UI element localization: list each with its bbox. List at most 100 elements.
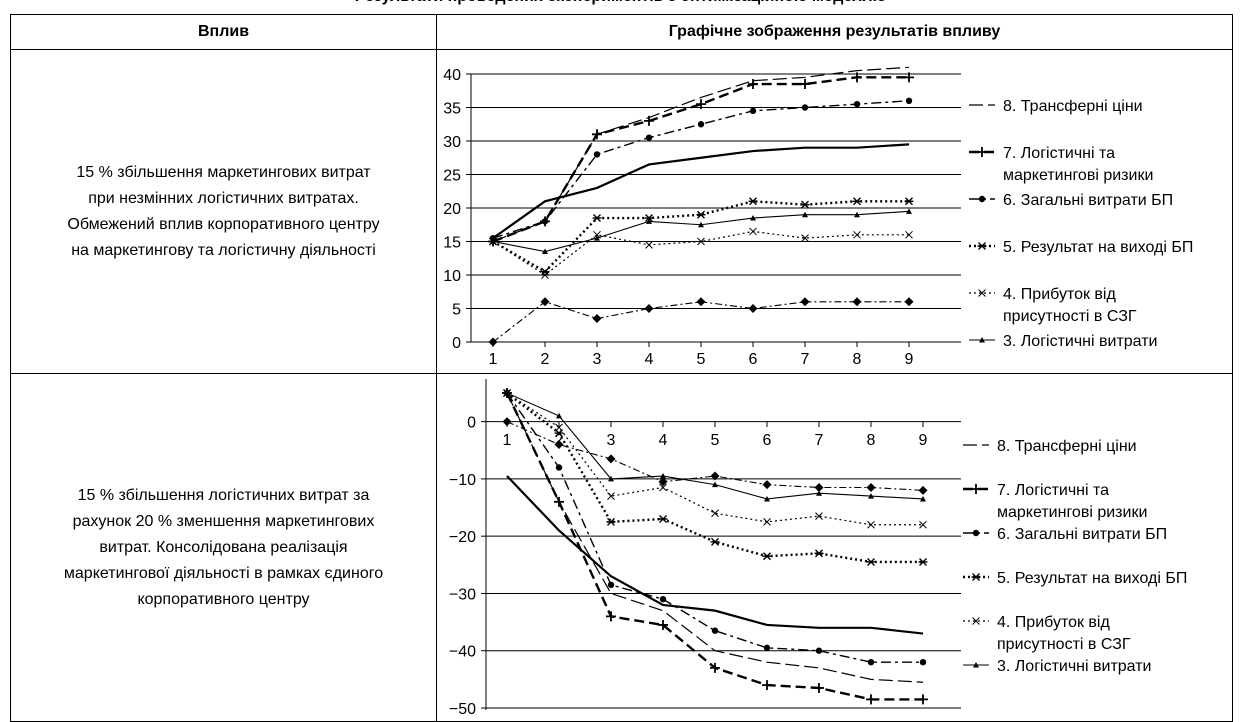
- series-marker: [592, 214, 602, 223]
- y-tick-label: 35: [443, 101, 461, 118]
- impact-line: Обмежений вплив корпоративного центру: [67, 215, 380, 233]
- series-marker: [977, 147, 987, 157]
- series-marker: [918, 557, 928, 566]
- legend-label: 5. Результат на виході БП: [997, 570, 1187, 587]
- chart-2: 0−10−20−30−40−501234567898. Трансферні ц…: [449, 379, 1187, 718]
- series-marker: [712, 481, 718, 488]
- series-marker: [763, 644, 771, 652]
- x-tick-label: 2: [541, 351, 550, 368]
- x-tick-label: 8: [853, 351, 862, 368]
- legend-label: 8. Трансферні ціни: [997, 438, 1137, 455]
- series-marker: [979, 337, 985, 343]
- series-marker: [814, 483, 824, 492]
- series-marker: [592, 314, 602, 324]
- series-marker: [814, 549, 824, 558]
- series-marker: [658, 619, 668, 630]
- y-tick-label: −30: [449, 586, 476, 603]
- legend-label: 3. Логістичні витрати: [997, 658, 1152, 675]
- series-marker: [606, 611, 616, 622]
- series-marker: [750, 215, 756, 221]
- series-marker: [556, 412, 562, 419]
- series-marker: [555, 423, 563, 432]
- series-marker: [710, 662, 720, 673]
- series-marker: [800, 297, 810, 307]
- series-marker: [646, 218, 652, 224]
- header-graph: Графічне зображення результатів впливу: [436, 14, 1233, 50]
- series-marker: [904, 297, 914, 307]
- impact-cell-2: 15 % збільшення логістичних витрат за ра…: [10, 373, 437, 722]
- y-tick-label: −50: [449, 701, 476, 718]
- header-impact: Вплив: [10, 14, 437, 50]
- series-marker: [866, 694, 876, 705]
- series-marker: [504, 390, 510, 396]
- x-tick-label: 9: [919, 432, 928, 449]
- series-marker: [814, 682, 824, 693]
- y-tick-label: 5: [452, 302, 461, 319]
- legend-label: 6. Загальні витрати БП: [1003, 192, 1173, 209]
- series-marker: [660, 473, 666, 479]
- series-marker: [659, 595, 667, 603]
- series-marker: [762, 480, 772, 490]
- series-line: [492, 76, 909, 243]
- series-marker: [802, 211, 808, 218]
- impact-line: 15 % збільшення логістичних витрат за: [77, 486, 370, 504]
- series-line: [506, 392, 923, 663]
- series-marker: [853, 230, 861, 239]
- impact-line: 15 % збільшення маркетингових витрат: [76, 163, 371, 181]
- x-tick-label: 4: [645, 351, 654, 368]
- series-marker: [711, 627, 719, 634]
- legend-label: 5. Результат на виході БП: [1003, 239, 1193, 256]
- series-marker: [977, 242, 987, 250]
- series-marker: [866, 483, 876, 492]
- impact-line: витрат. Консолідована реалізація: [99, 538, 348, 556]
- y-tick-label: −20: [449, 529, 476, 546]
- series-marker: [868, 493, 874, 499]
- y-tick-label: 30: [443, 134, 461, 151]
- series-marker: [852, 297, 862, 307]
- legend-label: маркетингові ризики: [997, 504, 1147, 521]
- results-table: Вплив Графічне зображення результатів вп…: [10, 14, 1233, 722]
- series-marker: [972, 617, 980, 625]
- series-marker: [608, 475, 614, 482]
- series-marker: [815, 512, 823, 520]
- series-marker: [644, 115, 654, 126]
- legend-label: 3. Логістичні витрати: [1003, 333, 1158, 350]
- series-marker: [800, 200, 810, 209]
- legend-label: 4. Прибуток від: [1003, 286, 1116, 303]
- x-tick-label: 3: [593, 351, 602, 368]
- series-marker: [918, 485, 928, 495]
- series-marker: [644, 304, 654, 313]
- series-marker: [488, 337, 498, 347]
- series-marker: [541, 271, 549, 279]
- x-tick-label: 6: [763, 432, 772, 449]
- series-marker: [978, 195, 986, 203]
- series-line: [492, 143, 910, 240]
- series-line: [492, 66, 910, 243]
- series-marker: [606, 517, 616, 526]
- legend-label: присутності в СЗГ: [1003, 308, 1137, 325]
- series-marker: [554, 440, 564, 450]
- series-marker: [554, 496, 564, 507]
- legend-label: 7. Логістичні та: [1003, 145, 1115, 162]
- x-tick-label: 7: [801, 351, 810, 368]
- series-marker: [801, 104, 809, 111]
- x-tick-label: 6: [749, 351, 758, 368]
- x-tick-label: 8: [867, 432, 876, 449]
- series-marker: [658, 515, 668, 523]
- x-tick-label: 7: [815, 432, 824, 449]
- series-marker: [606, 454, 616, 464]
- series-marker: [659, 483, 667, 492]
- x-tick-label: 9: [905, 351, 914, 368]
- series-marker: [763, 518, 771, 526]
- series-line: [492, 301, 909, 343]
- legend-label: 4. Прибуток від: [997, 614, 1110, 631]
- series-marker: [555, 464, 563, 471]
- impact-line: корпоративного центру: [137, 590, 310, 608]
- series-marker: [904, 72, 914, 83]
- series-marker: [749, 107, 757, 115]
- series-marker: [607, 492, 615, 500]
- impact-cell-1: 15 % збільшення маркетингових витрат при…: [10, 49, 437, 374]
- series-marker: [696, 297, 706, 307]
- series-marker: [762, 680, 772, 691]
- series-marker: [645, 240, 653, 249]
